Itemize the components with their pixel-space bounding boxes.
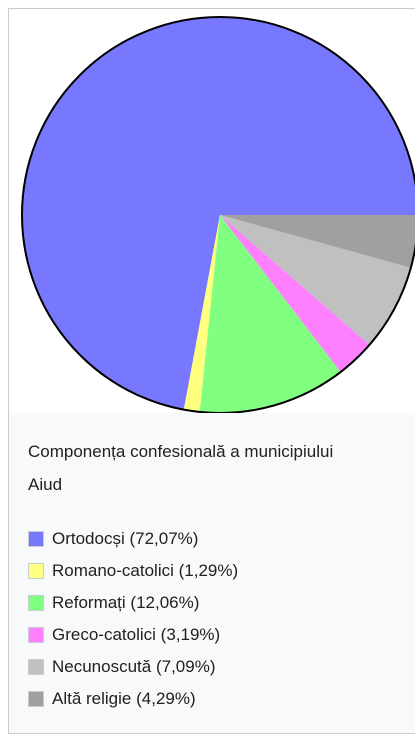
legend-item: Reformați (12,06%)	[28, 587, 238, 619]
legend-value: (1,29%)	[178, 561, 239, 580]
legend-value: (7,09%)	[155, 657, 216, 676]
legend-label: Altă religie	[52, 689, 132, 708]
legend-item: Necunoscută (7,09%)	[28, 651, 238, 683]
legend-swatch	[28, 595, 44, 611]
legend-swatch	[28, 659, 44, 675]
legend-value: (4,29%)	[136, 689, 196, 708]
legend-item: Romano-catolici (1,29%)	[28, 555, 238, 587]
caption: Componența confesională a municipiului A…	[28, 442, 334, 494]
legend-item: Greco-catolici (3,19%)	[28, 619, 238, 651]
pie-slice	[220, 215, 415, 268]
legend-swatch	[28, 627, 44, 643]
legend-label: Greco-catolici	[52, 625, 156, 644]
pie-outline	[21, 16, 415, 413]
legend-value: (12,06%)	[130, 593, 200, 612]
legend-swatch	[28, 563, 44, 579]
legend-value: (3,19%)	[160, 625, 221, 644]
legend-swatch	[28, 531, 44, 547]
pie-slice	[220, 215, 370, 372]
legend-item: Ortodocși (72,07%)	[28, 523, 238, 555]
legend-swatch	[28, 691, 44, 707]
legend-value: (72,07%)	[129, 529, 199, 548]
legend-label: Ortodocși	[52, 529, 125, 548]
legend-label: Romano-catolici	[52, 561, 174, 580]
legend: Ortodocși (72,07%) Romano-catolici (1,29%…	[28, 523, 238, 715]
infobox: Componența confesională a municipiului A…	[8, 8, 415, 734]
pie-chart	[9, 9, 415, 413]
pie-slice	[220, 215, 411, 345]
pie-slice	[199, 215, 341, 413]
legend-item: Altă religie (4,29%)	[28, 683, 238, 715]
pie-slice	[183, 215, 220, 412]
pie-slice	[22, 17, 415, 410]
legend-label: Necunoscută	[52, 657, 152, 676]
legend-label: Reformați	[52, 593, 126, 612]
